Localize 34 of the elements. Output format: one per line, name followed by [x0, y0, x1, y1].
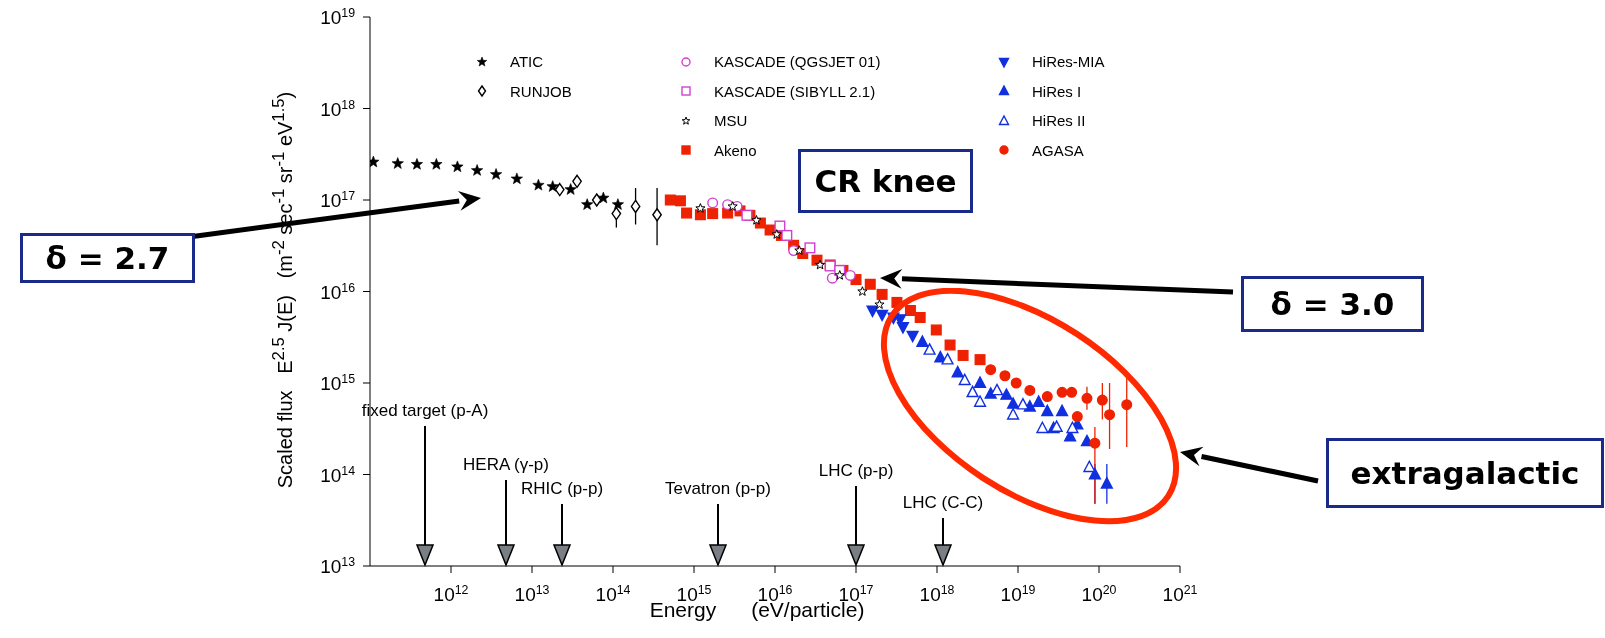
text: δ = 3.0	[1241, 276, 1424, 332]
legend-label: HiRes I	[1032, 82, 1082, 100]
legend-label: KASCADE (SIBYLL 2.1)	[714, 82, 876, 100]
legend-label: AGASA	[1032, 141, 1084, 159]
y-tick-label: 10$^{13}$	[320, 555, 356, 577]
legend-label: RUNJOB	[510, 82, 572, 100]
x-tick-label: 10$^{20}$	[1081, 583, 1117, 605]
x-tick-label: 10$^{14}$	[595, 583, 631, 605]
y-tick-label: 10$^{17}$	[320, 189, 356, 211]
annotation: RHIC (p-p)	[520, 479, 604, 498]
y-tick-label: 10$^{19}$	[320, 6, 356, 28]
legend-label: Akeno	[714, 141, 757, 159]
annotation: CR knee	[798, 149, 973, 213]
y-tick-label: 10$^{14}$	[320, 463, 356, 486]
legend-label: KASCADE (QGSJET 01)	[714, 53, 881, 71]
legend-label: MSU	[714, 112, 748, 130]
annotation: LHC (p-p)	[818, 461, 894, 480]
text: δ = 2.7	[20, 233, 195, 283]
annotation: Tevatron (p-p)	[665, 479, 771, 498]
x-tick-label: 10$^{12}$	[433, 583, 469, 605]
x-tick-label: 10$^{19}$	[1000, 583, 1036, 605]
y-tick-label: 10$^{18}$	[320, 97, 356, 120]
legend-label: HiRes-MIA	[1032, 53, 1105, 71]
annotation: LHC (C-C)	[902, 493, 984, 512]
x-tick-label: 10$^{18}$	[919, 583, 955, 605]
annotation: HERA (γ-p)	[463, 455, 549, 474]
x-tick-label: 10$^{13}$	[514, 583, 550, 605]
y-tick-label: 10$^{16}$	[320, 280, 356, 303]
x-tick-label: 10$^{21}$	[1162, 583, 1198, 605]
annotation: fixed target (p-A)	[361, 401, 489, 420]
y-tick-label: 10$^{15}$	[320, 372, 356, 394]
legend-label: HiRes II	[1032, 112, 1086, 130]
legend-label: ATIC	[510, 53, 544, 71]
text: extragalactic	[1326, 438, 1604, 508]
